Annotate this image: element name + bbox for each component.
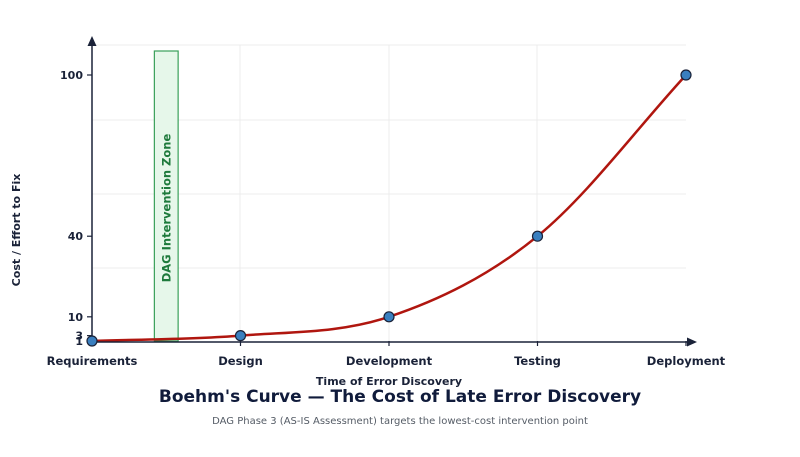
x-tick-label: Testing [514, 354, 561, 368]
x-axis-label: Time of Error Discovery [316, 375, 462, 388]
data-point [383, 311, 395, 323]
cost-curve [91, 74, 687, 343]
chart-subtitle: DAG Phase 3 (AS-IS Assessment) targets t… [212, 416, 588, 427]
data-point [680, 69, 692, 81]
x-tick-label: Requirements [47, 354, 138, 368]
y-tick-label: 10 [68, 311, 84, 324]
x-axis-arrowhead [687, 337, 697, 347]
intervention-zone [153, 50, 179, 342]
y-tick-label: 1 [75, 335, 83, 348]
data-point [234, 330, 247, 342]
x-axis [92, 337, 697, 347]
data-point [531, 230, 544, 242]
grid-lines [92, 44, 686, 341]
y-axis-label: Cost / Effort to Fix [10, 174, 23, 287]
x-tick-label: Development [346, 354, 433, 368]
y-tick-label: 3 [75, 330, 83, 343]
chart-title: Boehm's Curve — The Cost of Late Error D… [158, 387, 642, 407]
y-tick-label: 100 [60, 69, 83, 82]
intervention-zone-label: DAG Intervention Zone [159, 134, 173, 283]
y-axis-arrowhead [87, 36, 97, 46]
x-tick-label: Design [218, 354, 263, 368]
y-axis [87, 36, 97, 343]
x-tick-label: Deployment [647, 354, 726, 368]
y-tick-label: 40 [68, 230, 84, 243]
data-point [86, 335, 98, 347]
